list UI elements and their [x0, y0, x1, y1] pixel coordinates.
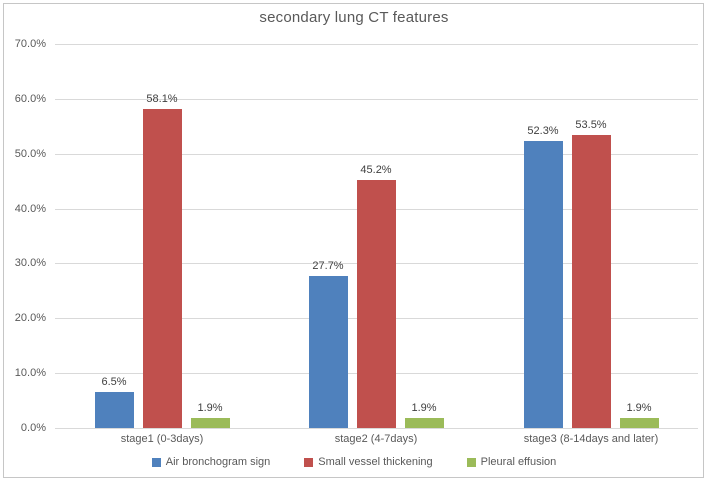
data-label: 58.1% [146, 93, 178, 106]
plot-area: 6.5% 58.1% 1.9% 27.7% 45.2% 1.9% 52.3% 53.5% 1.9… [55, 44, 698, 429]
x-category-label: stage3 (8-14days and later) [523, 433, 659, 445]
y-tick-label: 70.0% [14, 38, 46, 50]
legend-item: Small vessel thickening [304, 456, 433, 468]
bar-group: 6.5% 58.1% 1.9% [55, 44, 269, 428]
bar-small-vessel-thickening: 45.2% [356, 164, 396, 428]
y-tick-label: 40.0% [14, 203, 46, 215]
x-axis-labels: stage1 (0-3days) stage2 (4-7days) stage3 (… [55, 433, 698, 448]
data-label: 53.5% [575, 118, 607, 131]
bar-pleural-effusion: 1.9% [619, 402, 659, 428]
x-category-label: stage1 (0-3days) [120, 433, 204, 445]
data-label: 52.3% [527, 125, 559, 138]
bar-air-bronchogram-sign: 27.7% [308, 260, 348, 428]
bar-small-vessel-thickening: 53.5% [571, 119, 611, 428]
gridline [55, 428, 698, 429]
y-tick-label: 50.0% [14, 148, 46, 160]
legend-item: Pleural effusion [466, 456, 557, 468]
legend-label: Pleural effusion [480, 456, 557, 468]
legend-swatch-icon [466, 457, 476, 467]
legend-swatch-icon [304, 457, 314, 467]
data-label: 1.9% [411, 401, 437, 414]
legend-label: Air bronchogram sign [165, 456, 271, 468]
legend-item: Air bronchogram sign [151, 456, 271, 468]
y-tick-label: 30.0% [14, 257, 46, 269]
data-label: 1.9% [626, 401, 652, 414]
y-axis: 0.0% 10.0% 20.0% 30.0% 40.0% 50.0% 60.0% 70.0% [0, 38, 48, 434]
y-tick-label: 60.0% [14, 93, 46, 105]
bar-pleural-effusion: 1.9% [404, 402, 444, 428]
gridline [55, 44, 698, 45]
gridline [55, 99, 698, 100]
data-label: 1.9% [197, 401, 223, 414]
data-label: 45.2% [360, 164, 392, 177]
bar-air-bronchogram-sign: 6.5% [94, 376, 134, 428]
bar-group: 27.7% 45.2% 1.9% [269, 44, 483, 428]
chart-title: secondary lung CT features [259, 9, 449, 26]
gridline [55, 154, 698, 155]
y-tick-label: 10.0% [14, 367, 46, 379]
bar-small-vessel-thickening: 58.1% [142, 93, 182, 428]
bar-pleural-effusion: 1.9% [190, 402, 230, 428]
x-category-label: stage2 (4-7days) [334, 433, 418, 445]
data-label: 6.5% [101, 376, 127, 389]
legend-swatch-icon [151, 457, 161, 467]
legend-label: Small vessel thickening [318, 456, 433, 468]
y-tick-label: 20.0% [14, 312, 46, 324]
data-label: 27.7% [312, 260, 344, 273]
bar-group: 52.3% 53.5% 1.9% [484, 44, 698, 428]
bar-air-bronchogram-sign: 52.3% [523, 125, 563, 428]
legend: Air bronchogram sign Small vessel thicken… [0, 456, 708, 468]
y-tick-label: 0.0% [20, 422, 46, 434]
